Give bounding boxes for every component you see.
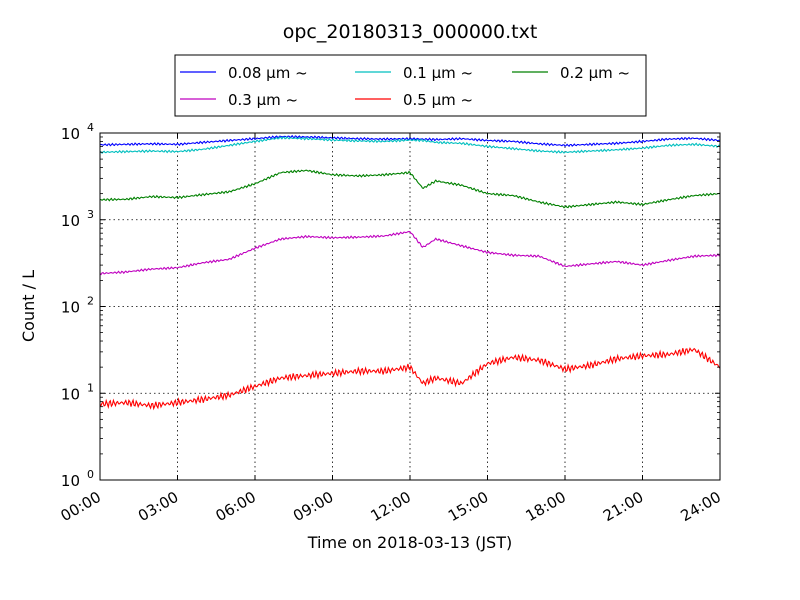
legend-label: 0.1 μm ~ [403,64,473,82]
x-tick-label: 18:00 [523,488,569,525]
x-tick-label: 15:00 [445,488,491,525]
chart-title: opc_20180313_000000.txt [283,21,538,43]
series-line [99,230,721,276]
y-tick-exponent: 0 [87,468,94,481]
y-tick-label: 10 [61,212,80,230]
x-tick-label: 03:00 [135,488,181,525]
y-tick-exponent: 3 [87,208,94,221]
legend-label: 0.5 μm ~ [403,91,473,109]
series-line [99,136,721,155]
y-tick-label: 10 [61,125,80,143]
y-tick-exponent: 2 [87,295,94,308]
series-line [99,169,721,209]
x-tick-label: 24:00 [678,488,724,525]
series-line [99,347,721,411]
legend: 0.08 μm ~ 0.1 μm ~ 0.2 μm ~ 0.3 μm ~ 0.5 μm … [174,54,647,117]
y-axis-label: Count / L [19,270,38,342]
x-axis-label: Time on 2018-03-13 (JST) [307,533,512,552]
legend-label: 0.08 μm ~ [228,64,308,82]
x-tick-label: 21:00 [600,488,646,525]
grid [100,133,720,480]
legend-label: 0.2 μm ~ [560,64,630,82]
x-tick-labels: 00:00 03:00 06:00 09:00 12:00 15:00 18:00 21:00… [58,488,724,525]
legend-label: 0.3 μm ~ [228,91,298,109]
x-tick-label: 12:00 [368,488,414,525]
y-tick-label: 10 [61,472,80,490]
y-tick-exponent: 1 [87,381,94,394]
x-tick-label: 06:00 [213,488,259,525]
y-tick-exponent: 4 [87,121,94,134]
legend-box [174,54,647,117]
x-tick-label: 00:00 [58,488,104,525]
plot-area [99,134,721,411]
y-tick-label: 10 [61,385,80,403]
y-tick-label: 10 [61,299,80,317]
axis-ticks [99,132,721,481]
y-tick-labels: 10 0 10 1 10 2 10 3 10 4 [61,121,94,490]
x-tick-label: 09:00 [290,488,336,525]
